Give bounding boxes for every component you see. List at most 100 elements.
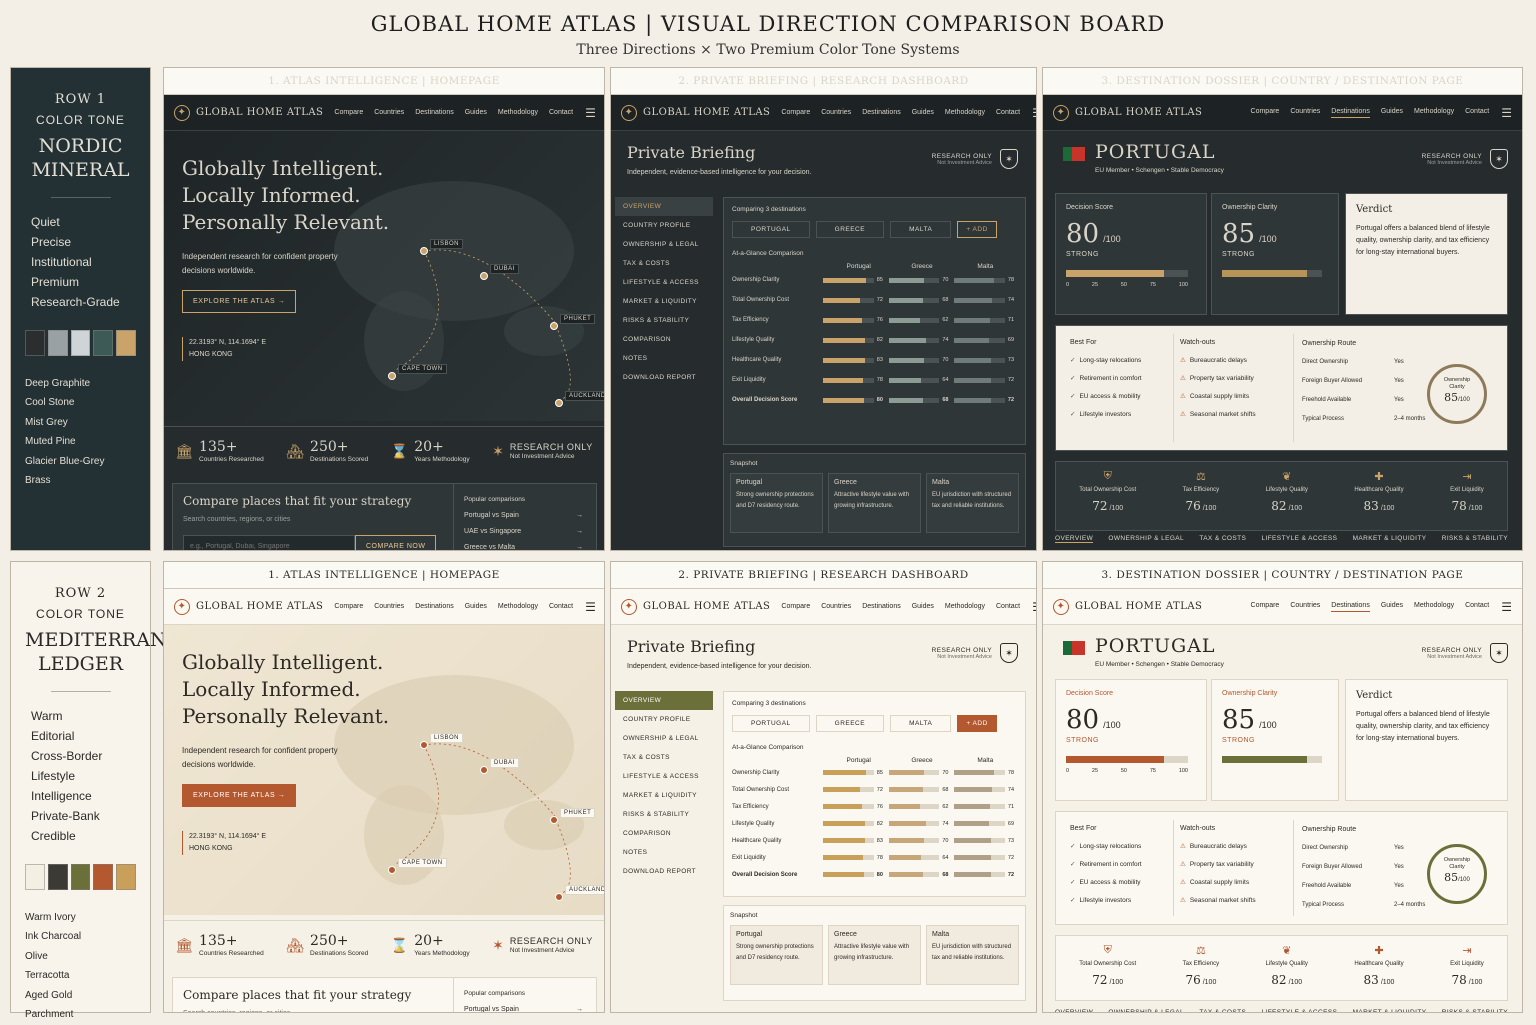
- brand-logo[interactable]: ✦ GLOBAL HOME ATLAS: [1053, 598, 1202, 615]
- nav-link-guides[interactable]: Guides: [464, 109, 487, 116]
- nav-link-guides[interactable]: Guides: [911, 603, 934, 610]
- nav-link-contact[interactable]: Contact: [1465, 107, 1490, 115]
- sidebar-item-market-liquidity[interactable]: MARKET & LIQUIDITY: [623, 792, 697, 799]
- brand-logo[interactable]: ✦ GLOBAL HOME ATLAS: [1053, 104, 1202, 121]
- sidebar-item-comparison[interactable]: COMPARISON: [623, 336, 671, 343]
- nav-link-contact[interactable]: Contact: [996, 603, 1021, 610]
- nav-link-contact[interactable]: Contact: [549, 603, 574, 610]
- sidebar-item-risks-stability[interactable]: RISKS & STABILITY: [623, 811, 690, 818]
- hamburger-menu-icon[interactable]: ☰: [1032, 600, 1036, 614]
- nav-link-contact[interactable]: Contact: [549, 109, 574, 116]
- popular-link[interactable]: Portugal vs Spain →: [464, 1002, 583, 1012]
- map-pin-icon[interactable]: [480, 766, 488, 774]
- map-pin-icon[interactable]: [388, 866, 396, 874]
- nav-link-methodology[interactable]: Methodology: [497, 109, 538, 116]
- nav-link-methodology[interactable]: Methodology: [944, 109, 985, 116]
- tab-market-liquidity[interactable]: MARKET & LIQUIDITY: [1352, 535, 1427, 542]
- compare-now-button[interactable]: COMPARE NOW: [355, 535, 437, 550]
- brand-logo[interactable]: ✦ GLOBAL HOME ATLAS: [621, 104, 770, 121]
- sidebar-item-notes[interactable]: NOTES: [623, 355, 648, 362]
- tab-overview[interactable]: OVERVIEW: [1055, 535, 1094, 543]
- hamburger-menu-icon[interactable]: ☰: [585, 599, 596, 614]
- map-pin-icon[interactable]: [480, 272, 488, 280]
- brand-logo[interactable]: ✦ GLOBAL HOME ATLAS: [174, 598, 323, 615]
- nav-link-compare[interactable]: Compare: [334, 603, 364, 610]
- hamburger-menu-icon[interactable]: ☰: [1032, 106, 1036, 120]
- add-destination-button[interactable]: + ADD: [957, 221, 997, 238]
- tab-ownership-legal[interactable]: OWNERSHIP & LEGAL: [1108, 535, 1185, 542]
- explore-atlas-button[interactable]: EXPLORE THE ATLAS →: [182, 784, 297, 807]
- nav-link-countries[interactable]: Countries: [1290, 601, 1321, 609]
- tab-tax-costs[interactable]: TAX & COSTS: [1199, 535, 1247, 542]
- tab-tax-costs[interactable]: TAX & COSTS: [1199, 1009, 1247, 1013]
- nav-link-guides[interactable]: Guides: [1380, 601, 1404, 609]
- nav-link-compare[interactable]: Compare: [334, 109, 364, 116]
- sidebar-item-tax-costs[interactable]: TAX & COSTS: [623, 260, 670, 267]
- popular-link[interactable]: UAE vs Singapore →: [464, 524, 583, 540]
- nav-link-destinations[interactable]: Destinations: [1331, 602, 1370, 612]
- nav-link-compare[interactable]: Compare: [1250, 107, 1280, 115]
- nav-link-destinations[interactable]: Destinations: [1331, 108, 1370, 118]
- nav-link-destinations[interactable]: Destinations: [415, 109, 454, 116]
- add-destination-button[interactable]: + ADD: [957, 715, 997, 732]
- map-pin-icon[interactable]: [420, 741, 428, 749]
- nav-link-destinations[interactable]: Destinations: [862, 603, 901, 610]
- nav-link-methodology[interactable]: Methodology: [1414, 601, 1455, 609]
- sidebar-item-risks-stability[interactable]: RISKS & STABILITY: [623, 317, 690, 324]
- popular-link[interactable]: Greece vs Malta →: [464, 540, 583, 550]
- sidebar-item-overview[interactable]: OVERVIEW: [615, 197, 713, 216]
- destination-pill[interactable]: PORTUGAL: [732, 715, 810, 732]
- map-pin-icon[interactable]: [550, 322, 558, 330]
- nav-link-countries[interactable]: Countries: [1290, 107, 1321, 115]
- destination-pill[interactable]: GREECE: [815, 221, 885, 238]
- nav-link-guides[interactable]: Guides: [1380, 107, 1404, 115]
- nav-link-countries[interactable]: Countries: [374, 603, 405, 610]
- nav-link-compare[interactable]: Compare: [1250, 601, 1280, 609]
- tab-market-liquidity[interactable]: MARKET & LIQUIDITY: [1352, 1009, 1427, 1013]
- nav-link-compare[interactable]: Compare: [781, 109, 811, 116]
- nav-link-countries[interactable]: Countries: [821, 109, 852, 116]
- sidebar-item-overview[interactable]: OVERVIEW: [615, 691, 713, 710]
- nav-link-contact[interactable]: Contact: [1465, 601, 1490, 609]
- tab-lifestyle-access[interactable]: LIFESTYLE & ACCESS: [1261, 1009, 1338, 1013]
- nav-link-countries[interactable]: Countries: [374, 109, 405, 116]
- search-input[interactable]: [183, 535, 355, 550]
- map-pin-icon[interactable]: [555, 399, 563, 407]
- nav-link-methodology[interactable]: Methodology: [944, 603, 985, 610]
- sidebar-item-tax-costs[interactable]: TAX & COSTS: [623, 754, 670, 761]
- destination-pill[interactable]: MALTA: [890, 715, 952, 732]
- brand-logo[interactable]: ✦ GLOBAL HOME ATLAS: [621, 598, 770, 615]
- map-pin-icon[interactable]: [420, 247, 428, 255]
- nav-link-contact[interactable]: Contact: [996, 109, 1021, 116]
- sidebar-item-country-profile[interactable]: COUNTRY PROFILE: [623, 716, 691, 723]
- nav-link-methodology[interactable]: Methodology: [497, 603, 538, 610]
- sidebar-item-ownership-legal[interactable]: OWNERSHIP & LEGAL: [623, 735, 699, 742]
- destination-pill[interactable]: PORTUGAL: [732, 221, 810, 238]
- hamburger-menu-icon[interactable]: ☰: [1501, 599, 1512, 614]
- sidebar-item-lifestyle-access[interactable]: LIFESTYLE & ACCESS: [623, 773, 699, 780]
- sidebar-item-ownership-legal[interactable]: OWNERSHIP & LEGAL: [623, 241, 699, 248]
- sidebar-item-market-liquidity[interactable]: MARKET & LIQUIDITY: [623, 298, 697, 305]
- sidebar-item-download-report[interactable]: DOWNLOAD REPORT: [623, 374, 697, 381]
- tab-lifestyle-access[interactable]: LIFESTYLE & ACCESS: [1261, 535, 1338, 542]
- tab-overview[interactable]: OVERVIEW: [1055, 1009, 1093, 1012]
- nav-link-guides[interactable]: Guides: [911, 109, 934, 116]
- sidebar-item-country-profile[interactable]: COUNTRY PROFILE: [623, 222, 691, 229]
- sidebar-item-lifestyle-access[interactable]: LIFESTYLE & ACCESS: [623, 279, 699, 286]
- destination-pill[interactable]: MALTA: [890, 221, 952, 238]
- nav-link-methodology[interactable]: Methodology: [1414, 107, 1455, 115]
- map-pin-icon[interactable]: [550, 816, 558, 824]
- tab-risks-stability[interactable]: RISKS & STABILITY: [1441, 535, 1508, 542]
- nav-link-countries[interactable]: Countries: [821, 603, 852, 610]
- popular-link[interactable]: Portugal vs Spain →: [464, 508, 583, 524]
- nav-link-destinations[interactable]: Destinations: [862, 109, 901, 116]
- tab-ownership-legal[interactable]: OWNERSHIP & LEGAL: [1108, 1009, 1185, 1013]
- explore-atlas-button[interactable]: EXPLORE THE ATLAS →: [182, 290, 297, 313]
- tab-risks-stability[interactable]: RISKS & STABILITY: [1441, 1009, 1508, 1013]
- destination-pill[interactable]: GREECE: [815, 715, 885, 732]
- sidebar-item-comparison[interactable]: COMPARISON: [623, 830, 671, 837]
- nav-link-guides[interactable]: Guides: [464, 603, 487, 610]
- map-pin-icon[interactable]: [555, 893, 563, 901]
- hamburger-menu-icon[interactable]: ☰: [585, 105, 596, 120]
- nav-link-compare[interactable]: Compare: [781, 603, 811, 610]
